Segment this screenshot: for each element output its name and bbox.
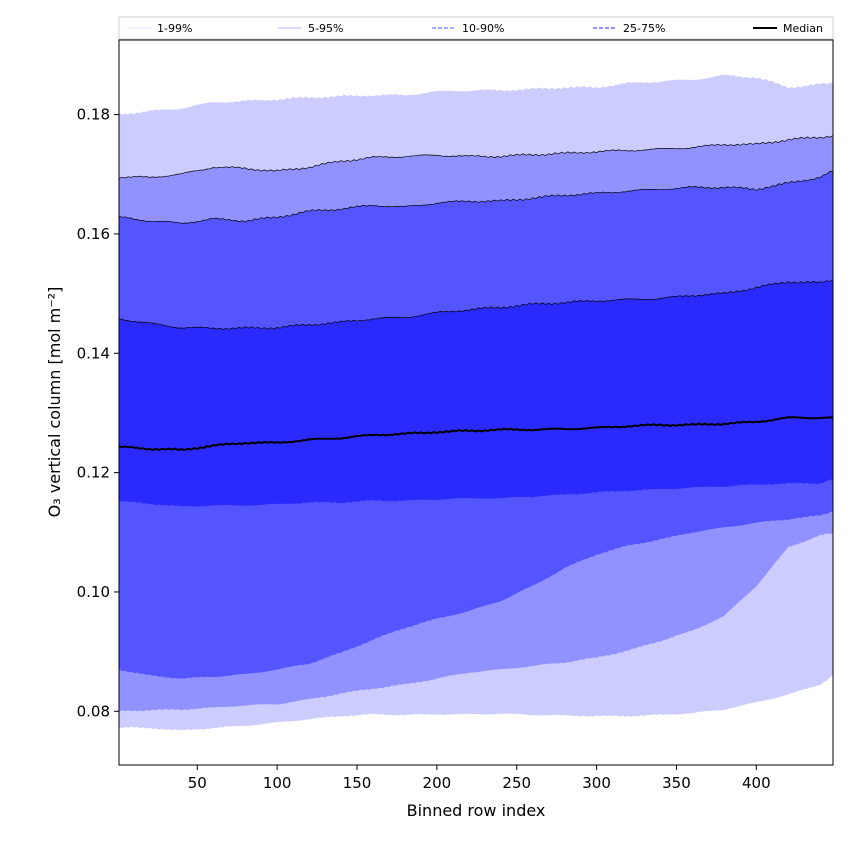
- legend-label-median: Median: [783, 22, 823, 35]
- x-tick-label: 200: [423, 774, 452, 792]
- plot-frame: [118, 39, 834, 766]
- x-axis-label: Binned row index: [407, 801, 546, 820]
- x-tick-label: 300: [582, 774, 611, 792]
- y-tick-label: 0.12: [77, 464, 110, 482]
- band-25-75: [119, 279, 833, 507]
- median-series: [119, 416, 833, 452]
- median-line: [119, 416, 833, 452]
- y-tick-label: 0.16: [77, 225, 110, 243]
- percentile-bands: [119, 74, 833, 731]
- x-tick-label: 100: [263, 774, 292, 792]
- legend: 1-99% 5-95% 10-90% 25-75% Median: [118, 16, 834, 40]
- legend-label-5-95: 5-95%: [308, 22, 343, 35]
- y-axis-label: O₃ vertical column [mol m⁻²]: [45, 287, 64, 518]
- x-tick-label: 50: [188, 774, 207, 792]
- y-tick-label: 0.14: [77, 344, 110, 362]
- band-edge-25-75: [119, 279, 833, 330]
- y-tick-label: 0.08: [77, 702, 110, 720]
- x-tick-label: 350: [662, 774, 691, 792]
- y-tick-label: 0.10: [77, 583, 110, 601]
- y-tick-label: 0.18: [77, 106, 110, 124]
- x-axis: 50 100 150 200 250 300 350 400: [188, 765, 771, 792]
- legend-label-25-75: 25-75%: [623, 22, 665, 35]
- band-edge-10-90: [119, 170, 833, 224]
- y-axis: 0.08 0.10 0.12 0.14 0.16 0.18: [77, 106, 119, 720]
- legend-frame: [118, 16, 834, 40]
- legend-label-10-90: 10-90%: [462, 22, 504, 35]
- x-tick-label: 250: [502, 774, 531, 792]
- band-edge-1-99: [119, 74, 833, 116]
- x-tick-label: 150: [343, 774, 372, 792]
- legend-label-1-99: 1-99%: [157, 22, 192, 35]
- x-tick-label: 400: [742, 774, 771, 792]
- band-edge-5-95: [119, 135, 833, 179]
